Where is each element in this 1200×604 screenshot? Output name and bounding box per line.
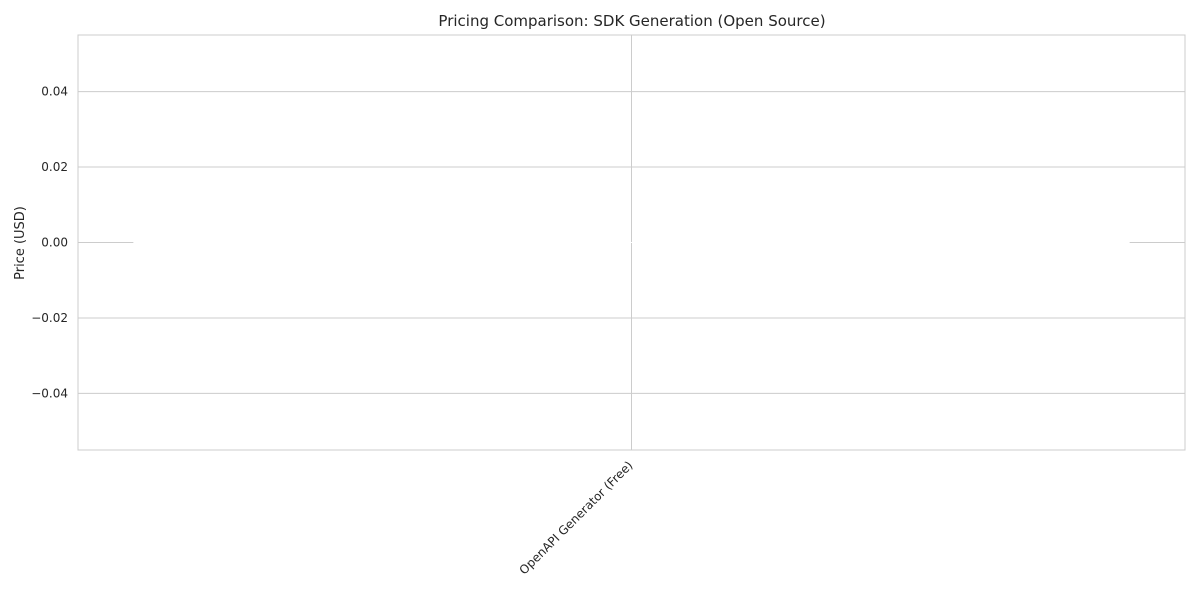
bar-layer — [133, 242, 1130, 243]
y-tick-label: 0.02 — [41, 160, 68, 174]
x-tick-label: OpenAPI Generator (Free) — [517, 458, 636, 577]
y-tick-label: −0.02 — [31, 311, 68, 325]
y-tick-label: −0.04 — [31, 386, 68, 400]
bar — [133, 242, 1130, 243]
y-tick-labels: −0.04 −0.02 0.00 0.02 0.04 — [31, 85, 68, 401]
plot-frame — [77, 34, 1186, 451]
y-tick-label: 0.00 — [41, 236, 68, 250]
chart-title: Pricing Comparison: SDK Generation (Open… — [438, 12, 825, 30]
y-axis-label: Price (USD) — [13, 206, 28, 280]
x-tick-labels: OpenAPI Generator (Free) — [517, 458, 636, 577]
y-tick-label: 0.04 — [41, 85, 68, 99]
